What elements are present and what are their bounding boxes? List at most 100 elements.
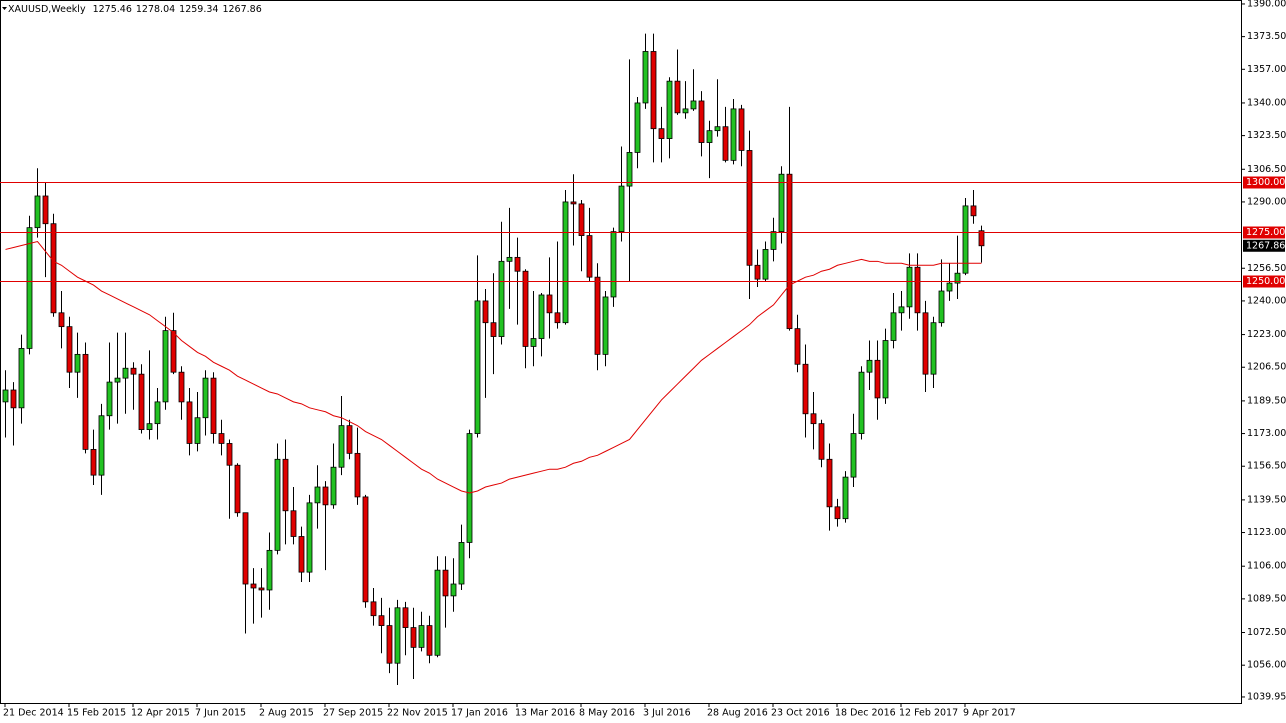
level-label: 1300.00 [1246,177,1285,188]
candle-body [122,367,129,379]
candle-body [922,312,929,375]
candle-body [618,185,625,233]
header-info: XAUUSD,Weekly 1275.46 1278.04 1259.34 1267.8… [8,4,262,15]
candle-body [258,587,265,591]
x-tick-label: 12 Feb 2017 [899,708,958,719]
candle-body [314,486,321,504]
moving-average [5,240,982,494]
candle-body [818,423,825,460]
candle-body [754,264,761,280]
candle-body [642,51,649,104]
candle-body [954,272,961,284]
candle-body [786,173,793,330]
candle-body [50,223,57,314]
candle-body [394,607,401,664]
x-tick-label: 3 Jul 2016 [643,708,691,719]
candle-body [290,510,297,537]
x-tick-label: 17 Jan 2016 [451,708,508,719]
candle-body [842,476,849,520]
candle-body [522,270,529,347]
y-tick-label: 1323.50 [1247,130,1286,141]
candle-body [970,205,977,217]
candle-body [154,401,161,425]
price-tag-bg [1243,239,1285,252]
candle-body [474,300,481,434]
candle-body [914,266,921,314]
candle-body [858,371,865,434]
candle-body [322,486,329,506]
candle-body [554,312,561,324]
candle-body [306,502,313,573]
candle-body [210,377,217,434]
candle-body [66,326,73,373]
candle-body [682,108,689,114]
y-tick-label: 1156.50 [1247,461,1286,472]
y-tick-label: 1340.00 [1247,97,1286,108]
candle-body [530,338,537,347]
candle-body [570,201,577,205]
candle-body [202,377,209,419]
y-tick-label: 1072.50 [1247,627,1286,638]
candle-body [634,102,641,153]
candle-body [626,152,633,187]
candle-body [722,126,729,161]
candle-body [946,282,953,292]
candle-body [898,306,905,314]
y-tick-label: 1039.95 [1247,691,1286,702]
candle-body [906,266,913,308]
y-tick-label: 1106.00 [1247,561,1286,572]
level-label: 1250.00 [1246,276,1285,287]
candle-body [666,80,673,139]
level-label-bg [1243,226,1285,239]
candle-body [74,353,81,373]
candle-body [802,363,809,415]
candle-body [18,348,25,409]
y-tick-label: 1173.00 [1247,428,1286,439]
x-tick-label: 15 Feb 2015 [67,708,126,719]
candle-body [10,389,17,409]
header-low: 1259.34 [179,4,218,15]
candle-body [770,231,777,250]
y-tick-label: 1139.50 [1247,494,1286,505]
y-tick-label: 1240.00 [1247,295,1286,306]
candle-body [450,583,457,597]
candle-body [506,256,513,262]
candle-body [650,51,657,130]
candle-body [226,443,233,466]
x-tick-label: 22 Nov 2015 [387,708,448,719]
candle-body [706,130,713,143]
candle-body [610,231,617,298]
x-tick-label: 7 Jun 2015 [195,708,246,719]
candle-body [362,496,369,603]
candle-body [514,256,521,272]
candle-body [810,413,817,425]
candle-body [34,195,41,229]
candle-body [794,328,801,365]
candle-body [434,569,441,656]
candle-body [106,381,113,417]
y-tick-label: 1123.00 [1247,527,1286,538]
candle-body [882,340,889,399]
candle-body [738,108,745,151]
candle-body [58,312,65,328]
candle-body [962,205,969,274]
candle-body [146,423,153,431]
candle-body [338,425,345,468]
y-tick-label: 1306.50 [1247,164,1286,175]
candle-body [250,583,257,589]
candle-body [386,625,393,664]
candle-body [562,201,569,324]
x-tick-label: 8 May 2016 [579,708,635,719]
candle-body [658,128,665,139]
candle-body [170,330,177,373]
price-tag: 1267.86 [1246,240,1285,251]
candle-body [546,294,553,314]
candle-body [90,448,97,476]
candle-body [442,569,449,597]
candle-body [266,549,273,591]
candle-body [162,330,169,403]
y-tick-label: 1223.00 [1247,329,1286,340]
candle-body [866,359,873,373]
candle-body [138,373,145,431]
candle-body [978,230,985,247]
